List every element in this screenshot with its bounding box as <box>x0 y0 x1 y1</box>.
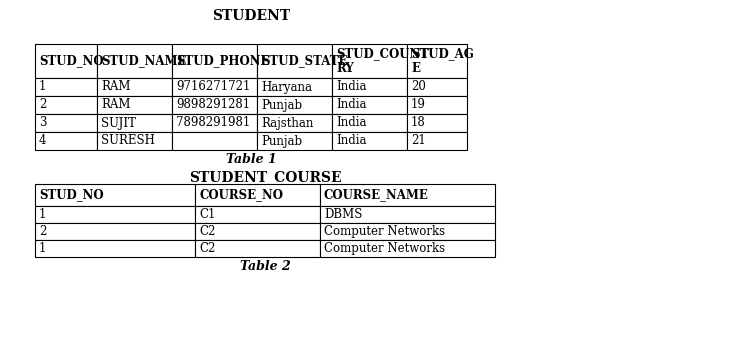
Text: STUD_STATE: STUD_STATE <box>261 54 347 67</box>
Text: 7898291981: 7898291981 <box>176 117 250 129</box>
Bar <box>332 96 407 114</box>
Text: Punjab: Punjab <box>261 134 302 148</box>
Bar <box>320 223 495 240</box>
Bar <box>257 78 332 96</box>
Text: STUDENT: STUDENT <box>212 9 290 23</box>
Bar <box>35 132 97 150</box>
Text: RAM: RAM <box>101 81 131 94</box>
Text: 9898291281: 9898291281 <box>176 98 250 111</box>
Bar <box>195 240 320 257</box>
Text: 9716271721: 9716271721 <box>176 81 251 94</box>
Text: STUD_NO: STUD_NO <box>39 54 104 67</box>
Text: 1: 1 <box>39 242 46 255</box>
Text: Rajsthan: Rajsthan <box>261 117 314 129</box>
Text: C2: C2 <box>199 225 216 238</box>
Text: Table 2: Table 2 <box>240 260 290 273</box>
Bar <box>257 132 332 150</box>
Bar <box>35 206 195 223</box>
Text: STUD_PHONE: STUD_PHONE <box>176 54 270 67</box>
Text: 20: 20 <box>411 81 426 94</box>
Text: 19: 19 <box>411 98 426 111</box>
Text: STUD_NO: STUD_NO <box>39 188 104 201</box>
Text: STUD_COUNT
RY: STUD_COUNT RY <box>336 47 429 75</box>
Text: SURESH: SURESH <box>101 134 155 148</box>
Bar <box>172 44 257 78</box>
Bar <box>97 96 172 114</box>
Bar <box>172 78 257 96</box>
Text: India: India <box>336 134 366 148</box>
Text: 21: 21 <box>411 134 425 148</box>
Bar <box>35 78 97 96</box>
Bar <box>257 96 332 114</box>
Text: India: India <box>336 81 366 94</box>
Bar <box>35 240 195 257</box>
Text: Computer Networks: Computer Networks <box>324 242 445 255</box>
Text: COURSE_NAME: COURSE_NAME <box>324 188 429 201</box>
Bar <box>407 78 467 96</box>
Text: Table 1: Table 1 <box>226 153 276 166</box>
Bar <box>97 114 172 132</box>
Bar <box>332 78 407 96</box>
Bar <box>407 96 467 114</box>
Bar <box>97 132 172 150</box>
Text: SUJIT: SUJIT <box>101 117 136 129</box>
Bar <box>35 114 97 132</box>
Bar <box>407 44 467 78</box>
Text: STUD_AG
E: STUD_AG E <box>411 47 474 75</box>
Bar <box>35 96 97 114</box>
Bar <box>172 114 257 132</box>
Bar <box>195 223 320 240</box>
Bar <box>257 44 332 78</box>
Bar <box>97 44 172 78</box>
Bar <box>195 206 320 223</box>
Text: Haryana: Haryana <box>261 81 312 94</box>
Bar <box>407 132 467 150</box>
Text: India: India <box>336 98 366 111</box>
Bar <box>172 96 257 114</box>
Bar <box>320 184 495 206</box>
Text: 1: 1 <box>39 81 46 94</box>
Text: Computer Networks: Computer Networks <box>324 225 445 238</box>
Text: 2: 2 <box>39 98 46 111</box>
Bar <box>332 44 407 78</box>
Bar <box>195 184 320 206</box>
Bar <box>97 78 172 96</box>
Bar <box>35 184 195 206</box>
Bar <box>332 114 407 132</box>
Bar <box>35 44 97 78</box>
Text: C2: C2 <box>199 242 216 255</box>
Text: 1: 1 <box>39 208 46 221</box>
Text: 18: 18 <box>411 117 425 129</box>
Text: STUD_NAME: STUD_NAME <box>101 54 186 67</box>
Bar <box>332 132 407 150</box>
Text: COURSE_NO: COURSE_NO <box>199 188 283 201</box>
Bar <box>35 223 195 240</box>
Text: 3: 3 <box>39 117 47 129</box>
Text: Punjab: Punjab <box>261 98 302 111</box>
Bar <box>257 114 332 132</box>
Bar <box>320 240 495 257</box>
Text: STUDENT_COURSE: STUDENT_COURSE <box>189 170 341 184</box>
Text: RAM: RAM <box>101 98 131 111</box>
Bar <box>407 114 467 132</box>
Bar <box>320 206 495 223</box>
Text: 2: 2 <box>39 225 46 238</box>
Text: C1: C1 <box>199 208 216 221</box>
Text: DBMS: DBMS <box>324 208 363 221</box>
Text: India: India <box>336 117 366 129</box>
Bar <box>172 132 257 150</box>
Text: 4: 4 <box>39 134 47 148</box>
